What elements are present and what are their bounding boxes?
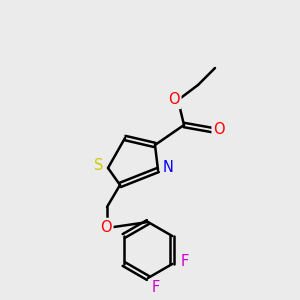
Text: F: F bbox=[181, 254, 189, 269]
Text: O: O bbox=[100, 220, 112, 235]
Text: O: O bbox=[213, 122, 225, 137]
Text: N: N bbox=[163, 160, 173, 175]
Text: F: F bbox=[152, 280, 160, 296]
Text: O: O bbox=[168, 92, 180, 107]
Text: S: S bbox=[94, 158, 104, 173]
